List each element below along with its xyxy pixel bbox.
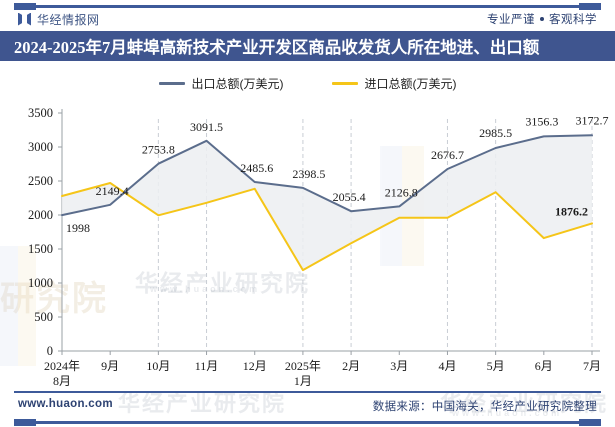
plot-area: 研究院 华经产业研究院 www.huaon.com 华经产业研究院 华经产业研究… — [0, 96, 615, 418]
legend-item-import[interactable]: 进口总额(万美元) — [331, 75, 457, 92]
header-slogan: 专业严谨 客观科学 — [487, 11, 597, 27]
x-axis-tick-label: 2月 — [342, 359, 360, 373]
slogan-right: 客观科学 — [549, 14, 597, 26]
legend-swatch-import — [331, 81, 358, 85]
export-data-label: 2398.5 — [292, 167, 325, 181]
x-axis-tick-label: 4月 — [438, 359, 456, 373]
export-data-label: 2055.4 — [333, 190, 366, 204]
export-data-label: 2149.4 — [96, 184, 129, 198]
title-band: 2024-2025年7月蚌埠高新技术产业开发区商品收发货人所在地进、出口额 — [0, 31, 615, 61]
x-axis-tick-label: 7月 — [583, 359, 601, 373]
export-data-label: 1998 — [66, 221, 90, 235]
y-axis-tick-label: 2500 — [28, 174, 53, 188]
chart-legend: 出口总额(万美元) 进口总额(万美元) — [0, 70, 615, 96]
x-axis-tick-label: 5月 — [487, 359, 505, 373]
footer-rule-bottom — [14, 419, 601, 426]
huaon-logo-icon — [18, 12, 31, 26]
x-axis-tick-label: 6月 — [535, 359, 553, 373]
y-axis-tick-label: 1500 — [28, 242, 53, 256]
between-series-fill — [62, 135, 592, 271]
slogan-left: 专业严谨 — [487, 14, 535, 26]
export-data-label: 2985.5 — [479, 126, 512, 140]
y-axis-tick-label: 3500 — [28, 106, 53, 120]
export-data-label: 2676.7 — [431, 148, 464, 162]
y-axis-tick-label: 2000 — [28, 208, 53, 222]
legend-label-import: 进口总额(万美元) — [364, 76, 457, 91]
footer-row: www.huaon.com 数据来源：中国海关，华经产业研究院整理 — [0, 398, 615, 414]
import-data-label: 1876.2 — [555, 204, 588, 218]
export-series-line[interactable] — [61, 134, 593, 217]
y-axis-tick-label: 3000 — [28, 140, 53, 154]
legend-label-export: 出口总额(万美元) — [191, 76, 284, 91]
brand-name: 华经情报网 — [37, 12, 100, 27]
x-axis-tick-label: 10月 — [146, 359, 170, 373]
bullet-dot-icon — [540, 17, 544, 21]
legend-swatch-export — [158, 81, 185, 85]
x-axis-tick-label: 9月 — [101, 359, 119, 373]
footer-source: 数据来源：中国海关，华经产业研究院整理 — [372, 401, 597, 413]
export-data-label: 3156.3 — [525, 114, 558, 128]
export-data-label: 3091.5 — [190, 120, 223, 134]
x-axis-tick-label: 3月 — [390, 359, 408, 373]
x-axis-tick-label: 12月 — [243, 359, 267, 373]
import-series-line[interactable] — [61, 182, 593, 272]
export-data-label: 3172.7 — [576, 113, 609, 127]
page-title: 2024-2025年7月蚌埠高新技术产业开发区商品收发货人所在地进、出口额 — [14, 38, 540, 57]
export-data-label: 2126.8 — [385, 185, 418, 199]
y-axis-tick-label: 0 — [47, 344, 53, 358]
footer-rule-top — [14, 391, 601, 393]
x-axis-tick-label-second: 1月 — [294, 374, 312, 388]
top-accent-rule — [14, 3, 601, 10]
legend-item-export[interactable]: 出口总额(万美元) — [158, 75, 284, 92]
export-data-label: 2485.6 — [240, 161, 273, 175]
y-axis-tick-label: 1000 — [28, 276, 53, 290]
export-data-label: 2753.8 — [142, 143, 175, 157]
page-footer: www.huaon.com 数据来源：中国海关，华经产业研究院整理 — [0, 391, 615, 427]
y-axis-tick-label: 500 — [34, 310, 53, 324]
brand: 华经情报网 — [18, 11, 100, 28]
x-axis-tick-label: 2025年 — [285, 359, 321, 373]
page-header: 华经情报网 专业严谨 客观科学 — [0, 8, 615, 30]
x-axis-tick-label-second: 8月 — [53, 374, 71, 388]
footer-url[interactable]: www.huaon.com — [18, 398, 113, 410]
x-axis-tick-label: 2024年 — [44, 359, 80, 373]
x-axis-tick-label: 11月 — [195, 359, 219, 373]
